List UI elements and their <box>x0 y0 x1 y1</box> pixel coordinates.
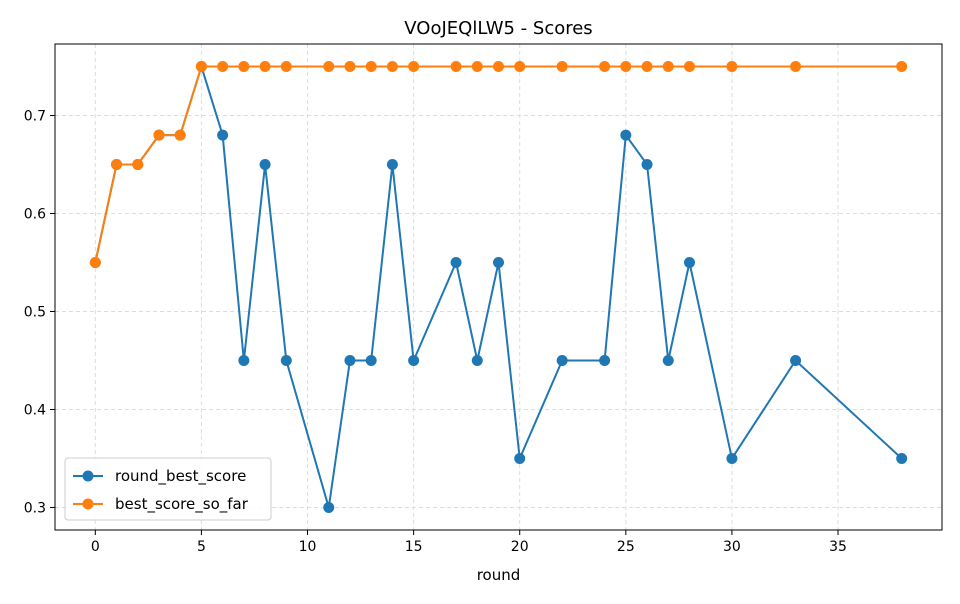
data-point <box>386 61 398 73</box>
data-point <box>556 61 568 73</box>
data-point <box>344 61 356 73</box>
data-point <box>365 354 377 366</box>
legend-label: round_best_score <box>115 467 246 486</box>
data-point <box>620 129 632 141</box>
legend-item: round_best_score <box>73 467 246 486</box>
y-tick-label: 0.4 <box>24 402 46 418</box>
chart-title: VOoJEQlLW5 - Scores <box>404 18 592 39</box>
data-point <box>683 257 695 269</box>
data-point <box>238 354 250 366</box>
data-point <box>556 354 568 366</box>
data-point <box>89 257 101 269</box>
legend-swatch-marker <box>82 470 94 482</box>
plot-frame <box>54 43 943 531</box>
x-tick-label: 30 <box>723 539 741 555</box>
data-point <box>726 452 738 464</box>
x-tick-label: 20 <box>511 539 529 555</box>
series-line <box>94 65 902 263</box>
data-point <box>365 61 377 73</box>
y-tick-label: 0.7 <box>24 109 46 125</box>
data-point <box>132 159 144 171</box>
data-point <box>259 61 271 73</box>
data-point <box>641 159 653 171</box>
data-point <box>493 61 504 73</box>
data-point <box>280 61 292 73</box>
data-point <box>323 61 335 73</box>
data-point <box>641 61 653 73</box>
data-point <box>259 159 271 171</box>
data-point <box>599 61 611 73</box>
data-point <box>386 159 398 171</box>
data-point <box>599 354 611 366</box>
data-point <box>896 452 908 464</box>
legend-item: best_score_so_far <box>73 495 249 514</box>
x-axis: 0 5 10 15 20 25 30 35 <box>91 530 847 555</box>
data-point <box>726 61 738 73</box>
legend: round_best_score best_score_so_far <box>64 457 272 521</box>
data-point <box>217 61 229 73</box>
data-point <box>493 257 504 269</box>
legend-box <box>64 457 272 521</box>
data-point <box>174 129 186 141</box>
data-point <box>280 354 292 366</box>
legend-swatch-marker <box>82 498 94 510</box>
data-point <box>111 159 123 171</box>
series-best_score_so_far <box>89 61 908 269</box>
legend-label: best_score_so_far <box>115 495 249 514</box>
data-point <box>790 61 802 73</box>
data-point <box>790 354 802 366</box>
x-tick-label: 15 <box>405 539 423 555</box>
data-point <box>153 129 165 141</box>
data-point <box>238 61 250 73</box>
x-tick-label: 25 <box>617 539 635 555</box>
x-axis-label: round <box>477 566 521 584</box>
data-point <box>450 61 462 73</box>
data-point <box>195 61 207 73</box>
x-tick-label: 5 <box>197 539 206 555</box>
data-point <box>408 354 420 366</box>
data-point <box>344 354 356 366</box>
data-point <box>408 61 420 73</box>
y-tick-label: 0.5 <box>24 304 46 320</box>
data-point <box>471 61 483 73</box>
data-point <box>471 354 483 366</box>
data-point <box>662 354 674 366</box>
y-tick-label: 0.6 <box>24 207 46 223</box>
x-tick-label: 0 <box>91 539 100 555</box>
data-point <box>514 452 526 464</box>
data-point <box>896 61 908 73</box>
data-point <box>683 61 695 73</box>
y-tick-label: 0.3 <box>24 500 46 516</box>
data-point <box>217 129 229 141</box>
y-axis: 0.3 0.4 0.5 0.6 0.7 <box>24 109 55 516</box>
data-point <box>323 501 335 513</box>
x-tick-label: 10 <box>299 539 317 555</box>
data-point <box>514 61 526 73</box>
data-point <box>620 61 632 73</box>
x-tick-label: 35 <box>829 539 847 555</box>
data-point <box>450 257 462 269</box>
data-point <box>662 61 674 73</box>
series-layer <box>89 61 908 513</box>
